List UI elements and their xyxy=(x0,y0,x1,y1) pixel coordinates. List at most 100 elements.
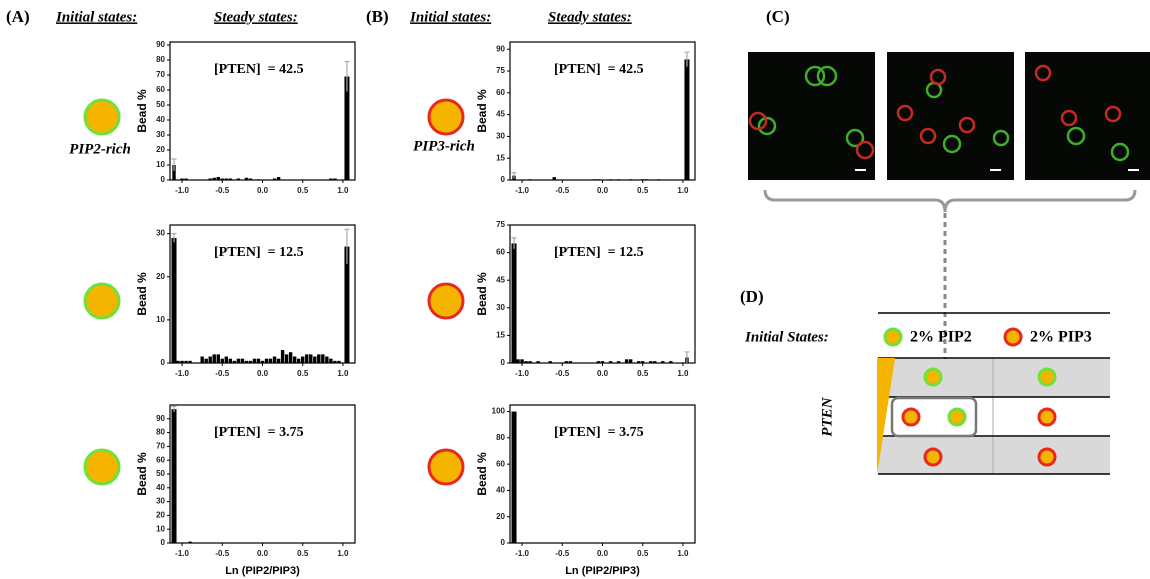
y-tick-label: 20 xyxy=(156,145,165,154)
bar xyxy=(248,178,253,180)
y-tick-label: 20 xyxy=(156,272,165,281)
column-header: 2% PIP2 xyxy=(910,329,972,346)
bar xyxy=(224,178,229,180)
bead xyxy=(947,407,967,427)
bar xyxy=(333,360,337,363)
x-tick-label: -0.5 xyxy=(555,186,569,195)
bead-image xyxy=(958,116,976,134)
y-axis-label: Bead % xyxy=(475,89,489,133)
bar xyxy=(329,178,333,180)
x-tick-label: 0.0 xyxy=(257,549,269,558)
panel-label: (C) xyxy=(766,7,790,26)
x-axis-label: Ln (PIP2/PIP3) xyxy=(225,565,300,577)
bar xyxy=(661,361,665,363)
y-tick-label: 10 xyxy=(156,315,165,324)
x-tick-label: 0.5 xyxy=(297,186,309,195)
x-tick-label: -0.5 xyxy=(215,369,229,378)
bar xyxy=(536,361,540,363)
bar xyxy=(628,179,633,180)
y-tick-label: 20 xyxy=(156,511,165,520)
bar xyxy=(653,361,657,363)
row-bg xyxy=(878,359,1110,397)
x-tick-label: -1.0 xyxy=(515,369,529,378)
y-axis-label: Bead % xyxy=(475,452,489,496)
y-tick-label: 75 xyxy=(496,66,505,75)
y-tick-label: 90 xyxy=(156,414,165,423)
panel-label: (D) xyxy=(740,287,764,306)
bar xyxy=(208,178,212,180)
bead-image xyxy=(942,134,962,154)
bar xyxy=(329,358,333,363)
x-tick-label: -1.0 xyxy=(515,186,529,195)
bar xyxy=(171,409,177,543)
bead-image xyxy=(855,140,875,160)
micrograph xyxy=(748,52,875,180)
error-bar xyxy=(344,228,350,264)
bead xyxy=(427,448,465,486)
micrographs xyxy=(748,52,1150,180)
bead-image xyxy=(929,68,947,86)
bead xyxy=(83,448,121,486)
bar xyxy=(268,358,273,363)
error-bar xyxy=(511,172,517,179)
bar xyxy=(296,358,301,363)
bar xyxy=(564,361,569,363)
y-axis-label: Bead % xyxy=(135,452,149,496)
bar xyxy=(313,356,317,363)
bar xyxy=(276,358,281,363)
y-tick-label: 10 xyxy=(156,160,165,169)
bar xyxy=(624,359,629,363)
bar xyxy=(628,359,633,363)
bead-image xyxy=(757,116,777,136)
bead-image xyxy=(1066,126,1086,146)
bar xyxy=(511,243,517,363)
bar xyxy=(224,356,229,363)
micrograph xyxy=(1025,52,1150,180)
bar xyxy=(511,411,517,543)
bead xyxy=(923,367,943,387)
annotation: [PTEN] = 3.75 xyxy=(214,425,304,440)
bar xyxy=(248,360,253,363)
bar xyxy=(260,360,265,363)
y-tick-label: 60 xyxy=(156,85,165,94)
bar xyxy=(636,361,641,363)
x-tick-label: 0.5 xyxy=(297,549,309,558)
bar xyxy=(184,178,188,180)
y-tick-label: 100 xyxy=(492,407,506,416)
header: Initial states: xyxy=(409,9,491,25)
bead xyxy=(427,98,465,136)
bar xyxy=(188,541,192,543)
x-tick-label: 0.0 xyxy=(257,369,269,378)
x-tick-label: 1.0 xyxy=(677,549,689,558)
bar xyxy=(276,177,281,180)
bar xyxy=(264,358,269,363)
bar xyxy=(188,360,192,363)
bar xyxy=(528,361,532,363)
highlight-box xyxy=(890,396,978,438)
column-header: 2% PIP3 xyxy=(1030,329,1092,346)
bar xyxy=(592,179,597,180)
gradient-wedge xyxy=(877,358,895,475)
x-tick-label: -1.0 xyxy=(175,369,189,378)
x-tick-label: 1.0 xyxy=(677,369,689,378)
y-tick-label: 30 xyxy=(156,229,165,238)
y-tick-label: 90 xyxy=(156,40,165,49)
y-tick-label: 60 xyxy=(496,88,505,97)
bead-image xyxy=(896,104,914,122)
bar xyxy=(232,360,237,363)
x-tick-label: -0.5 xyxy=(555,369,569,378)
y-tick-label: 15 xyxy=(496,331,505,340)
y-tick-label: 30 xyxy=(496,303,505,312)
panel-label: (B) xyxy=(366,7,389,26)
bar xyxy=(552,177,556,180)
y-tick-label: 60 xyxy=(156,455,165,464)
bead-image xyxy=(919,127,937,145)
annotation: [PTEN] = 42.5 xyxy=(214,62,304,77)
y-tick-label: 0 xyxy=(501,358,506,367)
bar xyxy=(325,356,329,363)
bar xyxy=(216,177,220,180)
bead-image xyxy=(748,111,768,131)
y-tick-label: 15 xyxy=(496,153,505,162)
bar xyxy=(284,354,289,363)
